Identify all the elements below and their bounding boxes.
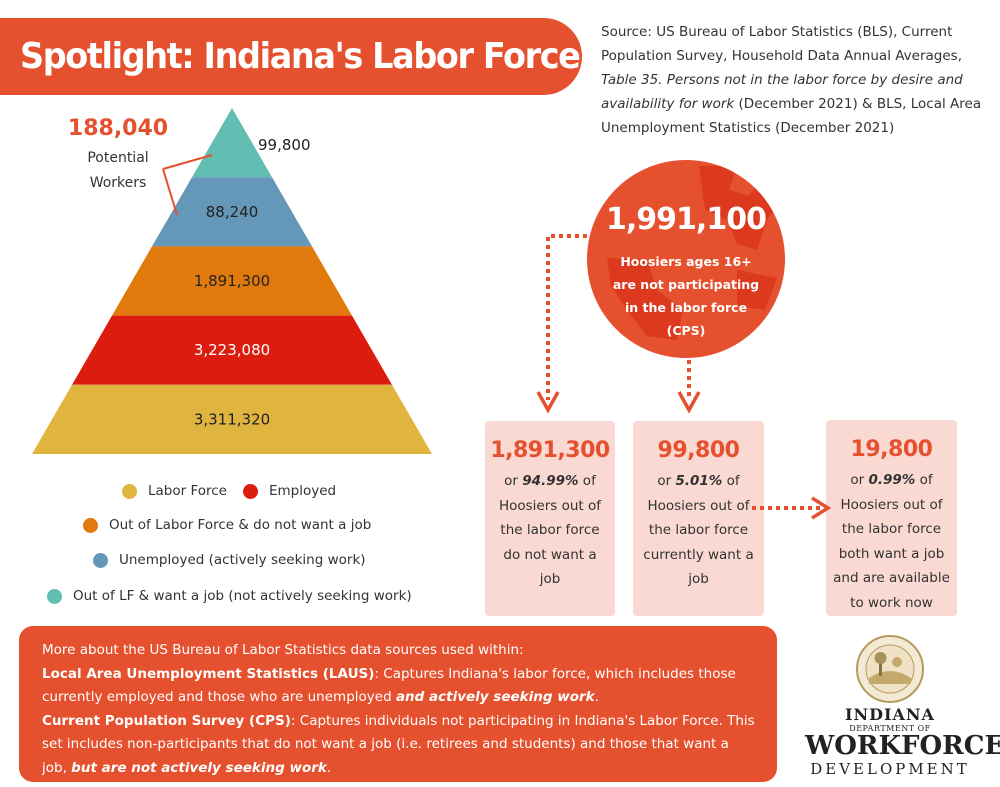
pyramid-layer-label: 3,311,320 xyxy=(194,410,270,428)
legend-dot-employed xyxy=(243,483,258,499)
state-seal-logo xyxy=(856,635,924,703)
pyramid-chart: 99,80088,2401,891,3003,223,0803,311,320 … xyxy=(32,108,432,454)
legend-row-4: Out of LF & want a job (not actively see… xyxy=(47,588,412,604)
legend-label-employed: Employed xyxy=(269,483,337,499)
pyramid-layer xyxy=(152,177,312,247)
info-laus: Local Area Unemployment Statistics (LAUS… xyxy=(42,665,736,706)
pyramid-layer-label: 88,240 xyxy=(206,203,259,221)
pyramid-layer xyxy=(192,108,272,178)
arrow-middle-head xyxy=(677,391,701,414)
box-text: or 0.99% of Hoosiers out of the labor fo… xyxy=(833,472,950,611)
box-text: or 5.01% of Hoosiers out of the labor fo… xyxy=(643,473,754,587)
callout-label-1: Potential xyxy=(87,150,148,166)
info-intro: More about the US Bureau of Labor Statis… xyxy=(42,642,524,658)
box-text: or 94.99% of Hoosiers out of the labor f… xyxy=(498,473,602,587)
stat-box-no-job: 1,891,300 or 94.99% of Hoosiers out of t… xyxy=(485,421,615,616)
pyramid-layer xyxy=(112,246,352,316)
callout-line-2 xyxy=(162,168,178,216)
legend-row-2: Out of Labor Force & do not want a job xyxy=(83,517,371,533)
box-number: 19,800 xyxy=(850,437,933,462)
legend-label-out-no-job: Out of Labor Force & do not want a job xyxy=(109,517,372,533)
info-cps: Current Population Survey (CPS): Capture… xyxy=(42,712,755,776)
legend-row-1: Labor Force Employed xyxy=(122,483,336,499)
title-banner: Spotlight: Indiana's Labor Force xyxy=(0,18,582,95)
pyramid-layer-label: 99,800 xyxy=(258,136,311,154)
legend-dot-labor-force xyxy=(122,483,137,499)
legend-label-labor-force: Labor Force xyxy=(148,483,227,499)
legend-dot-out-want-job xyxy=(47,588,62,604)
page-title: Spotlight: Indiana's Labor Force xyxy=(20,36,581,77)
box-number: 1,891,300 xyxy=(490,438,610,463)
info-box: More about the US Bureau of Labor Statis… xyxy=(19,626,777,782)
logo-line-1: INDIANA xyxy=(845,705,935,724)
callout-line-1 xyxy=(162,154,213,170)
callout-number: 188,040 xyxy=(68,116,168,141)
legend-row-3: Unemployed (actively seeking work) xyxy=(93,552,366,568)
logo-line-2: DEPARTMENT OF xyxy=(849,724,931,733)
box-number: 99,800 xyxy=(657,438,740,463)
pyramid-layer xyxy=(32,384,432,454)
legend-label-unemployed: Unemployed (actively seeking work) xyxy=(119,552,366,568)
stat-box-want-job: 99,800 or 5.01% of Hoosiers out of the l… xyxy=(633,421,764,616)
legend-dot-unemployed xyxy=(93,552,108,568)
pyramid-layer-label: 3,223,080 xyxy=(194,341,270,359)
circle-number: 1,991,100 xyxy=(606,202,767,237)
source-text-1: Source: US Bureau of Labor Statistics (B… xyxy=(601,24,962,64)
logo-line-4: DEVELOPMENT xyxy=(810,760,970,778)
source-text-2: (December 2021) & BLS, Local Area Unempl… xyxy=(601,96,982,136)
wrench-icon xyxy=(607,166,781,340)
pyramid-layer-label: 1,891,300 xyxy=(194,272,270,290)
pyramid-layer xyxy=(72,315,392,385)
logo-line-3: WORKFORCE xyxy=(805,731,1000,761)
legend-dot-out-no-job xyxy=(83,517,98,533)
circle-text: Hoosiers ages 16+ are not participating … xyxy=(612,254,760,338)
legend-label-out-want-job: Out of LF & want a job (not actively see… xyxy=(73,588,412,604)
callout-label-2: Workers xyxy=(90,175,147,191)
arrow-left-head xyxy=(536,391,560,414)
stat-box-available: 19,800 or 0.99% of Hoosiers out of the l… xyxy=(826,420,957,616)
source-text-italic: Table 35. Persons not in the labor force… xyxy=(601,72,963,112)
arrow-left-path xyxy=(546,234,587,400)
not-participating-circle: 1,991,100 Hoosiers ages 16+ are not part… xyxy=(587,160,785,358)
source-note: Source: US Bureau of Labor Statistics (B… xyxy=(601,20,986,140)
workforce-logo: INDIANA DEPARTMENT OF WORKFORCE DEVELOPM… xyxy=(805,705,1000,779)
